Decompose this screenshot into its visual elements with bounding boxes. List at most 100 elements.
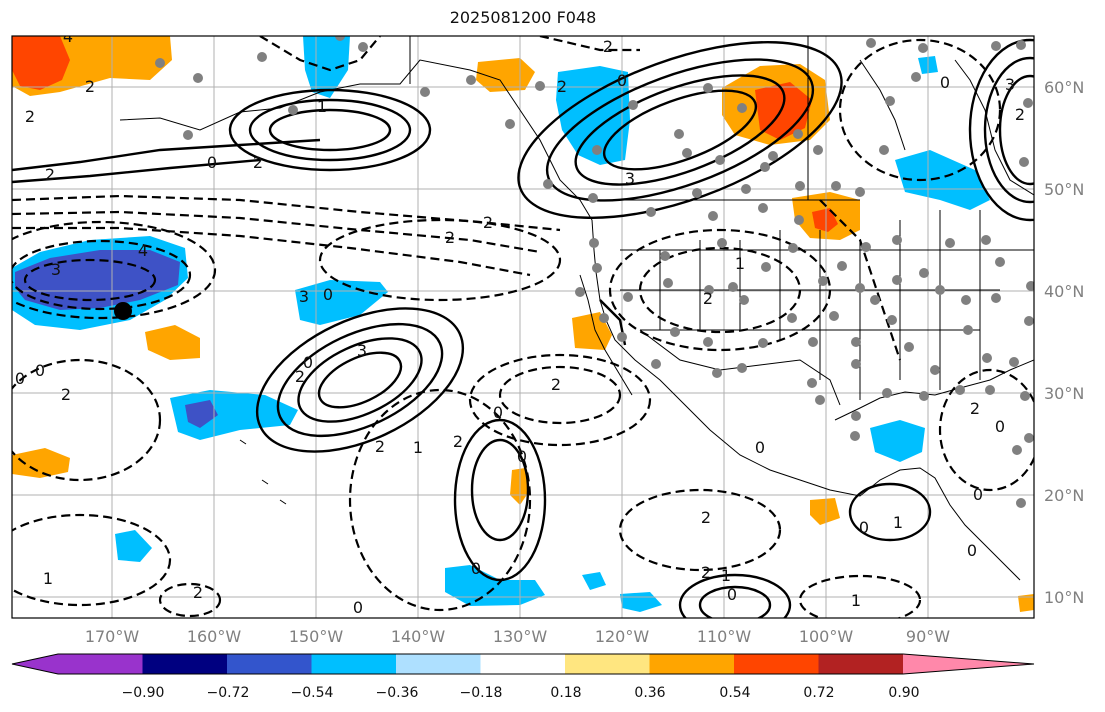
colorbar-segment [480, 654, 566, 674]
contour-label: 0 [15, 369, 25, 388]
contour-label: 0 [995, 417, 1005, 436]
lon-label: 90°W [906, 627, 950, 646]
contour-label: 2 [701, 508, 711, 527]
shade-blue-hudson [895, 150, 990, 210]
contour-label: 2 [193, 583, 203, 602]
contour-label: 2 [483, 213, 493, 232]
lon-label: 130°W [493, 627, 548, 646]
contour-label: 2 [445, 228, 455, 247]
colorbar [11, 653, 1035, 675]
contour-label: 0 [353, 598, 363, 617]
colorbar-label: −0.18 [460, 685, 503, 701]
colorbar-label: −0.72 [207, 685, 250, 701]
contour-label: 1 [43, 569, 53, 588]
shade-red-alaska [12, 36, 70, 90]
colorbar-segment [12, 654, 143, 674]
colorbar-segment [396, 654, 481, 674]
colorbar-label: 0.72 [803, 685, 834, 701]
contour-label: 2 [375, 437, 385, 456]
colorbar-label: 0.90 [888, 685, 919, 701]
lat-label: 30°N [1044, 384, 1084, 403]
colorbar-segment [903, 654, 1034, 674]
contour-label: 2 [295, 367, 305, 386]
shade-blue-south4 [582, 572, 606, 590]
shade-blue-south2 [115, 530, 152, 562]
lat-label: 40°N [1044, 282, 1084, 301]
contour-label: 1 [721, 566, 731, 585]
shade-deepblue-hawaii [185, 400, 218, 428]
lon-label: 110°W [697, 627, 752, 646]
lat-label: 50°N [1044, 180, 1084, 199]
contour-label: 3 [1005, 75, 1015, 94]
contour-label: 2 [453, 432, 463, 451]
colorbar-segment [227, 654, 312, 674]
contour-label: 2 [253, 153, 263, 172]
contour-label: 4 [63, 27, 73, 46]
colorbar-label: −0.90 [122, 685, 165, 701]
contour-label: 3 [357, 341, 367, 360]
colorbar-label: −0.54 [291, 685, 334, 701]
contour-label: 0 [207, 153, 217, 172]
contour-label: 1 [893, 513, 903, 532]
lon-label: 120°W [595, 627, 650, 646]
contour-label: 0 [859, 518, 869, 537]
lat-label: 10°N [1044, 588, 1084, 607]
lat-label: 20°N [1044, 486, 1084, 505]
contour-label: 2 [551, 375, 561, 394]
shade-orange-west [145, 325, 200, 360]
shade-blue-bc [556, 66, 630, 165]
shade-blue-aleut [303, 36, 350, 98]
contour-label: 0 [617, 71, 627, 90]
contour-label: 1 [851, 591, 861, 610]
lon-label: 160°W [187, 627, 242, 646]
contour-label: 0 [493, 403, 503, 422]
lon-label: 150°W [289, 627, 344, 646]
contour-label: 1 [413, 438, 423, 457]
colorbar-label: −0.36 [376, 685, 419, 701]
contour-label: 1 [735, 254, 745, 273]
colorbar-label: 0.36 [634, 685, 665, 701]
station-markers [155, 36, 1034, 508]
colorbar-segment [565, 654, 650, 674]
contour-label: 0 [35, 361, 45, 380]
highlight-station-marker [114, 302, 132, 320]
contour-label: 0 [303, 353, 313, 372]
colorbar-segment [649, 654, 735, 674]
shade-orange-carib [1018, 594, 1034, 612]
map-frame [11, 35, 1035, 619]
contour-label: 3 [299, 287, 309, 306]
map-title: 2025081200 F048 [449, 8, 597, 27]
contour-label: 0 [973, 485, 983, 504]
contour-label: 3 [625, 169, 635, 188]
colorbar-labels: −0.90 −0.72 −0.54 −0.36 −0.18 0.18 0.36 … [122, 685, 920, 701]
contour-label: 2 [25, 107, 35, 126]
contour-label: 2 [703, 289, 713, 308]
colorbar-label: 0.54 [719, 685, 750, 701]
latitude-labels: 60°N 50°N 40°N 30°N 20°N 10°N [1044, 78, 1084, 607]
contour-label: 2 [85, 77, 95, 96]
contour-label: 3 [51, 260, 61, 279]
contour-label: 2 [603, 37, 613, 56]
contour-label: 2 [61, 385, 71, 404]
contour-label: 0 [940, 73, 950, 92]
lat-label: 60°N [1044, 78, 1084, 97]
contour-label: 0 [967, 541, 977, 560]
contours-negative [12, 36, 1034, 618]
contour-label: 0 [727, 585, 737, 604]
shade-blue-gulfmex [870, 420, 925, 462]
contour-label: 0 [471, 559, 481, 578]
colorbar-outline [11, 653, 1035, 675]
contour-label: 2 [557, 77, 567, 96]
contour-label: 2 [45, 165, 55, 184]
contour-label: 1 [317, 97, 327, 116]
colorbar-segment [734, 654, 819, 674]
contour-label: 4 [138, 241, 148, 260]
colorbar-label: 0.18 [550, 685, 581, 701]
colorbar-segment [311, 654, 397, 674]
lon-label: 140°W [391, 627, 446, 646]
shaded-regions [12, 36, 1034, 612]
contour-label: 2 [1015, 105, 1025, 124]
